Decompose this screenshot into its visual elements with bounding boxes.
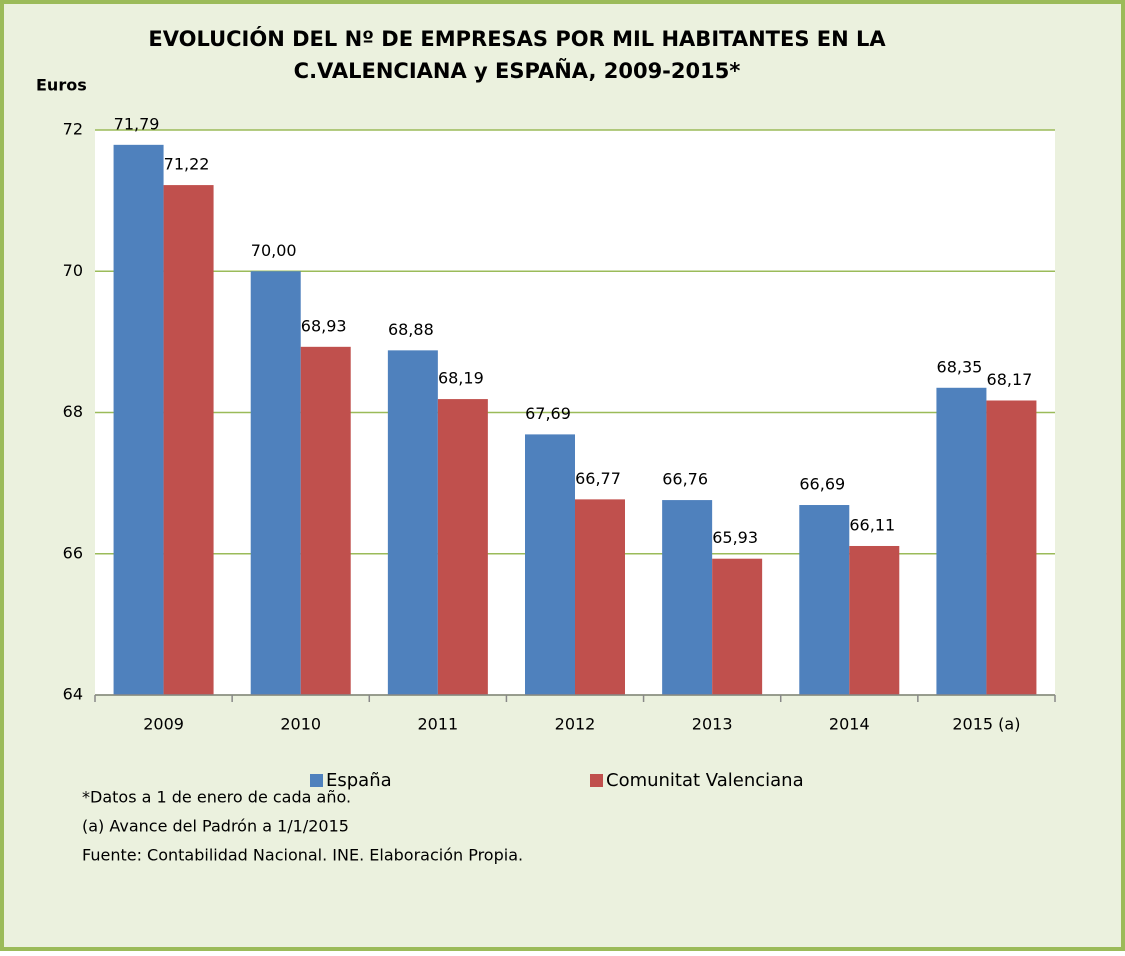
- value-label: 67,69: [525, 404, 571, 423]
- value-label: 68,35: [937, 357, 983, 376]
- bar: [163, 185, 214, 695]
- x-tick-label: 2010: [280, 715, 321, 734]
- value-label: 68,93: [301, 316, 347, 335]
- value-label: 66,11: [849, 515, 895, 534]
- x-tick-label: 2011: [417, 715, 458, 734]
- value-label: 71,79: [114, 114, 160, 133]
- x-tick-label: 2015 (a): [952, 715, 1020, 734]
- x-tick-label: 2013: [692, 715, 733, 734]
- bar: [986, 400, 1037, 695]
- bar: [799, 505, 850, 695]
- legend-label: España: [326, 770, 392, 791]
- value-label: 66,76: [662, 470, 708, 489]
- bar: [113, 144, 164, 696]
- bar: [712, 558, 763, 695]
- bar: [250, 271, 301, 695]
- bar: [437, 399, 488, 695]
- bar: [525, 434, 575, 695]
- value-label: 71,22: [164, 155, 210, 174]
- legend-swatch: [590, 774, 603, 787]
- bar: [662, 500, 713, 695]
- value-label: 68,88: [388, 320, 434, 339]
- bar: [300, 346, 351, 695]
- legend-label: Comunitat Valenciana: [606, 770, 804, 791]
- value-label: 68,19: [438, 369, 484, 388]
- note: *Datos a 1 de enero de cada año.: [82, 788, 351, 807]
- bar: [575, 499, 625, 695]
- x-tick-label: 2009: [143, 715, 184, 734]
- chart-title: C.VALENCIANA y ESPAÑA, 2009-2015*: [294, 58, 741, 83]
- value-label: 66,77: [575, 469, 621, 488]
- y-tick-label: 72: [63, 120, 83, 139]
- x-tick-label: 2014: [829, 715, 870, 734]
- y-tick-label: 64: [63, 685, 83, 704]
- y-axis-label: Euros: [36, 76, 87, 95]
- value-label: 65,93: [712, 528, 758, 547]
- y-tick-label: 70: [63, 261, 83, 280]
- value-label: 68,17: [987, 370, 1033, 389]
- y-tick-label: 68: [63, 402, 83, 421]
- note: Fuente: Contabilidad Nacional. INE. Elab…: [82, 846, 523, 865]
- value-label: 70,00: [251, 241, 297, 260]
- legend-swatch: [310, 774, 323, 787]
- bar: [387, 350, 438, 695]
- bar: [936, 387, 987, 695]
- y-tick-label: 66: [63, 543, 83, 562]
- note: (a) Avance del Padrón a 1/1/2015: [82, 817, 349, 836]
- bar: [849, 545, 900, 695]
- value-label: 66,69: [799, 475, 845, 494]
- x-tick-label: 2012: [555, 715, 596, 734]
- chart-title: EVOLUCIÓN DEL Nº DE EMPRESAS POR MIL HAB…: [148, 26, 886, 51]
